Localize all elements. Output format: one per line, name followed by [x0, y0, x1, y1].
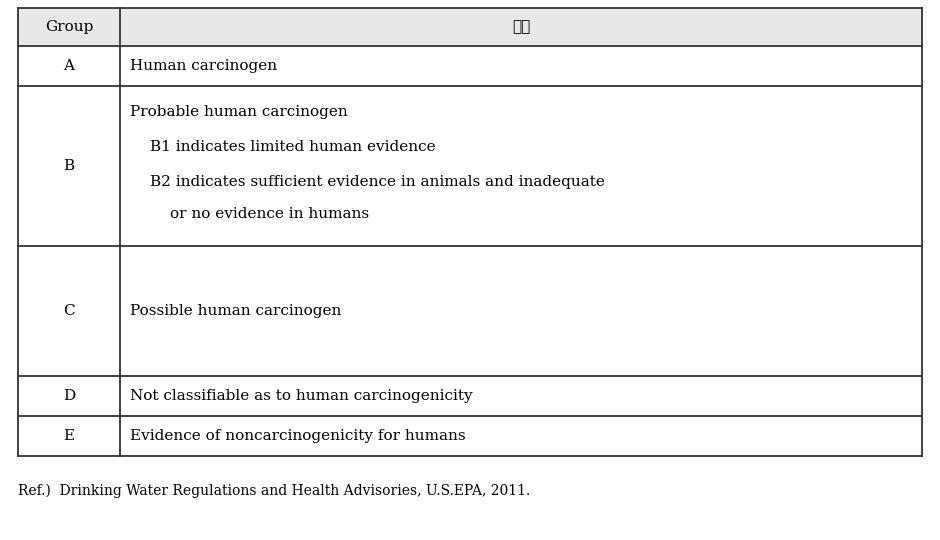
Text: A: A — [64, 59, 74, 73]
Text: Group: Group — [45, 20, 93, 34]
Text: E: E — [63, 429, 74, 443]
Text: Human carcinogen: Human carcinogen — [130, 59, 277, 73]
Text: Probable human carcinogen: Probable human carcinogen — [130, 105, 348, 119]
Bar — [18, 86, 922, 246]
Text: Ref.)  Drinking Water Regulations and Health Advisories, U.S.EPA, 2011.: Ref.) Drinking Water Regulations and Hea… — [18, 484, 530, 498]
Bar — [18, 246, 922, 376]
Text: Evidence of noncarcinogenicity for humans: Evidence of noncarcinogenicity for human… — [130, 429, 465, 443]
Bar — [18, 8, 922, 46]
Text: B: B — [63, 159, 74, 173]
Text: Possible human carcinogen: Possible human carcinogen — [130, 304, 341, 318]
Text: Not classifiable as to human carcinogenicity: Not classifiable as to human carcinogeni… — [130, 389, 473, 403]
Bar — [18, 416, 922, 456]
Text: B2 indicates sufficient evidence in animals and inadequate: B2 indicates sufficient evidence in anim… — [150, 175, 604, 189]
Text: or no evidence in humans: or no evidence in humans — [170, 207, 369, 221]
Text: B1 indicates limited human evidence: B1 indicates limited human evidence — [150, 140, 435, 154]
Text: D: D — [63, 389, 75, 403]
Text: 내용: 내용 — [512, 20, 530, 34]
Bar — [18, 376, 922, 416]
Text: C: C — [63, 304, 75, 318]
Bar — [18, 46, 922, 86]
